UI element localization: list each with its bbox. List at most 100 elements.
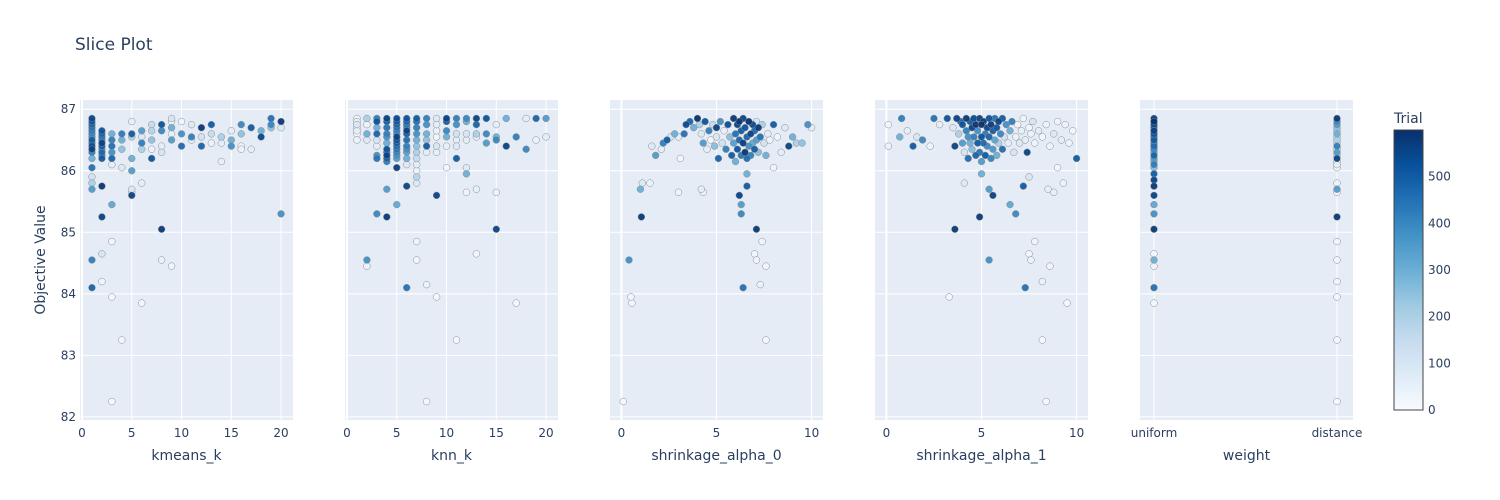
- data-point[interactable]: [1012, 210, 1020, 218]
- data-point[interactable]: [1150, 151, 1158, 160]
- data-point[interactable]: [373, 210, 381, 218]
- data-point[interactable]: [492, 120, 500, 129]
- data-point[interactable]: [108, 200, 116, 209]
- data-point[interactable]: [363, 262, 371, 270]
- data-point[interactable]: [462, 136, 471, 144]
- data-point[interactable]: [413, 124, 421, 132]
- data-point[interactable]: [157, 142, 166, 150]
- data-point[interactable]: [1150, 299, 1158, 307]
- data-point[interactable]: [701, 117, 709, 126]
- data-point[interactable]: [413, 136, 421, 144]
- data-point[interactable]: [1015, 139, 1024, 147]
- data-point[interactable]: [393, 133, 401, 141]
- data-point[interactable]: [1044, 185, 1052, 193]
- data-point[interactable]: [413, 130, 421, 138]
- data-point[interactable]: [383, 151, 391, 160]
- data-point[interactable]: [804, 120, 812, 129]
- data-point[interactable]: [462, 114, 471, 123]
- data-point[interactable]: [277, 124, 285, 132]
- data-point[interactable]: [403, 284, 411, 292]
- data-point[interactable]: [1150, 170, 1158, 178]
- data-point[interactable]: [697, 185, 705, 193]
- data-point[interactable]: [502, 142, 510, 150]
- data-point[interactable]: [148, 145, 156, 153]
- data-point[interactable]: [777, 148, 785, 156]
- data-point[interactable]: [1150, 262, 1158, 270]
- data-point[interactable]: [442, 133, 451, 141]
- data-point[interactable]: [966, 139, 974, 147]
- data-point[interactable]: [187, 133, 196, 141]
- data-point[interactable]: [1034, 127, 1043, 135]
- data-point[interactable]: [138, 179, 146, 187]
- data-point[interactable]: [88, 256, 96, 264]
- data-point[interactable]: [756, 133, 764, 141]
- data-point[interactable]: [981, 151, 989, 160]
- data-point[interactable]: [884, 142, 892, 150]
- data-point[interactable]: [167, 130, 176, 138]
- data-point[interactable]: [138, 145, 146, 153]
- data-point[interactable]: [432, 127, 441, 135]
- data-point[interactable]: [1027, 256, 1035, 264]
- data-point[interactable]: [197, 124, 206, 132]
- data-point[interactable]: [1333, 277, 1341, 286]
- data-point[interactable]: [1042, 397, 1050, 406]
- data-point[interactable]: [393, 164, 401, 172]
- data-point[interactable]: [227, 127, 235, 135]
- data-point[interactable]: [393, 114, 401, 123]
- data-point[interactable]: [413, 173, 421, 181]
- data-point[interactable]: [705, 127, 713, 135]
- data-point[interactable]: [985, 185, 993, 193]
- data-point[interactable]: [991, 136, 999, 144]
- data-point[interactable]: [522, 114, 530, 123]
- data-point[interactable]: [716, 117, 724, 126]
- data-point[interactable]: [88, 136, 96, 144]
- data-point[interactable]: [108, 237, 116, 246]
- data-point[interactable]: [422, 280, 431, 289]
- data-point[interactable]: [128, 185, 136, 193]
- data-point[interactable]: [98, 277, 106, 286]
- data-point[interactable]: [1021, 136, 1029, 144]
- data-point[interactable]: [951, 142, 959, 150]
- data-point[interactable]: [522, 145, 530, 153]
- data-point[interactable]: [413, 114, 421, 123]
- data-point[interactable]: [735, 191, 743, 200]
- data-point[interactable]: [1019, 182, 1027, 190]
- data-point[interactable]: [542, 133, 550, 141]
- data-point[interactable]: [227, 136, 235, 144]
- data-point[interactable]: [237, 120, 245, 129]
- data-point[interactable]: [1150, 176, 1158, 184]
- data-point[interactable]: [413, 148, 421, 156]
- data-point[interactable]: [638, 179, 646, 187]
- data-point[interactable]: [671, 130, 679, 138]
- data-point[interactable]: [690, 124, 698, 132]
- data-point[interactable]: [88, 185, 96, 193]
- data-point[interactable]: [432, 120, 441, 129]
- data-point[interactable]: [542, 114, 550, 123]
- data-point[interactable]: [1017, 127, 1026, 135]
- data-point[interactable]: [118, 130, 126, 138]
- data-point[interactable]: [747, 130, 755, 138]
- data-point[interactable]: [1150, 250, 1158, 258]
- data-point[interactable]: [403, 127, 411, 135]
- data-point[interactable]: [1006, 200, 1014, 209]
- data-point[interactable]: [728, 151, 736, 160]
- data-point[interactable]: [798, 139, 806, 147]
- data-point[interactable]: [472, 114, 481, 123]
- data-point[interactable]: [88, 284, 96, 292]
- data-point[interactable]: [138, 127, 146, 135]
- data-point[interactable]: [148, 136, 156, 144]
- data-point[interactable]: [1008, 117, 1016, 126]
- data-point[interactable]: [452, 114, 461, 123]
- data-point[interactable]: [227, 142, 235, 150]
- data-point[interactable]: [167, 114, 176, 123]
- data-point[interactable]: [1333, 185, 1341, 193]
- data-point[interactable]: [960, 179, 969, 187]
- data-point[interactable]: [769, 120, 778, 129]
- data-point[interactable]: [128, 117, 136, 126]
- data-point[interactable]: [1006, 127, 1014, 135]
- data-point[interactable]: [975, 213, 984, 221]
- data-point[interactable]: [657, 145, 665, 153]
- data-point[interactable]: [118, 164, 126, 172]
- data-point[interactable]: [712, 124, 721, 132]
- data-point[interactable]: [996, 130, 1005, 138]
